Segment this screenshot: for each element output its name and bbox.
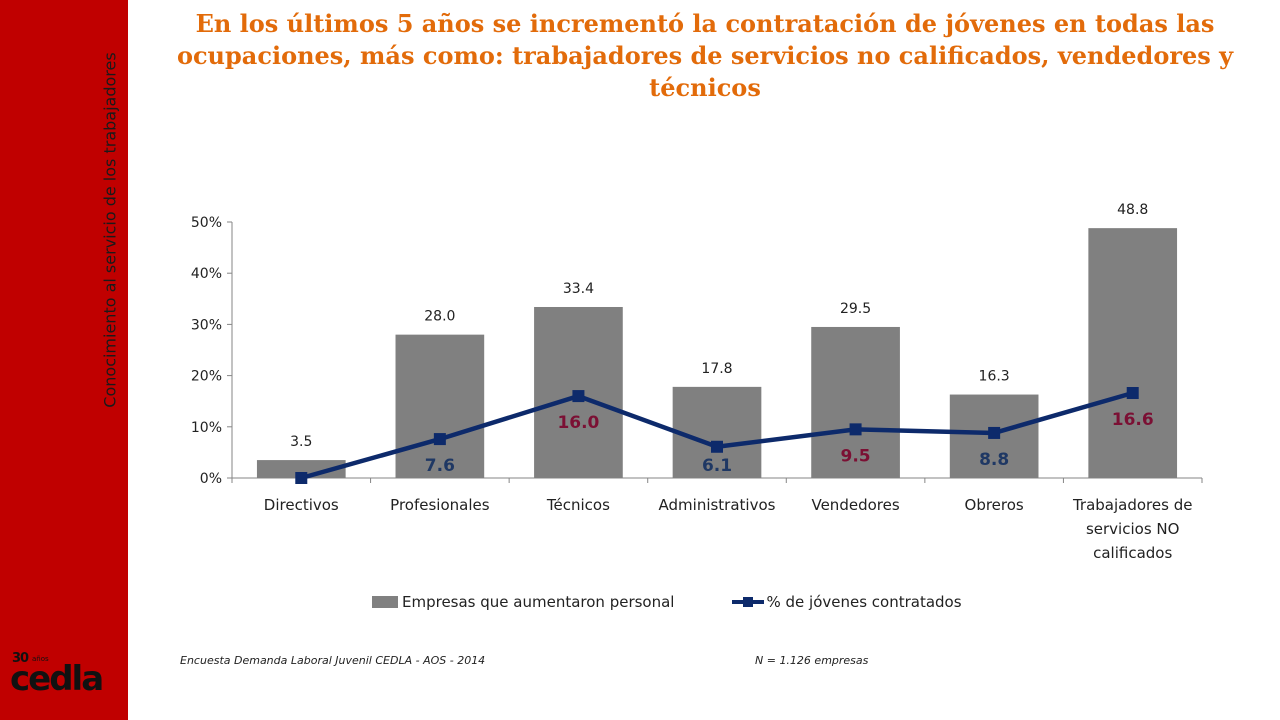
legend-line-swatch [732, 597, 765, 607]
bar-value-label: 16.3 [979, 369, 1010, 385]
line-point [572, 390, 585, 403]
x-category-label: Directivos [264, 496, 339, 514]
line-point [849, 423, 862, 436]
y-tick-label: 50% [191, 215, 222, 231]
line-value-label: 16.0 [557, 413, 599, 433]
legend-item-line: % de jóvenes contratados [732, 592, 962, 612]
bar [811, 326, 900, 478]
line-point [1126, 387, 1139, 400]
chart-legend: Empresas que aumentaron personal % de jó… [372, 592, 1020, 612]
slide-title: En los últimos 5 años se incrementó la c… [176, 9, 1234, 102]
sample-size-note: N = 1.126 empresas [755, 654, 869, 667]
y-tick-label: 20% [191, 369, 222, 385]
bar-value-label: 17.8 [701, 361, 732, 377]
bar-line-chart: 0% 10% 20% 30% 40% 50% 3.5 28.0 33.4 17.8 29.5 16.3… [191, 202, 1203, 562]
x-category-label: Profesionales [390, 496, 490, 514]
x-category-label: Trabajadores de servicios NO calificados [1072, 496, 1193, 562]
bar [672, 386, 762, 478]
line-point [711, 440, 723, 453]
y-tick-label: 40% [191, 266, 222, 282]
x-category-label: Vendedores [811, 496, 899, 514]
bar [395, 334, 485, 478]
sidebar: Conocimiento al servicio de los trabajad… [0, 0, 128, 720]
sidebar-tagline: Conocimiento al servicio de los trabajad… [100, 52, 120, 408]
legend-item-bars: Empresas que aumentaron personal [372, 593, 674, 611]
line-point [988, 426, 1001, 439]
line-point [433, 433, 446, 446]
legend-line-label: % de jóvenes contratados [766, 593, 962, 611]
line-value-label: 16.6 [1112, 410, 1154, 430]
bar-value-label: 29.5 [840, 301, 871, 317]
bar-value-label: 3.5 [290, 434, 312, 450]
cedla-logo: 30 años cedla [10, 651, 104, 699]
y-tick-label: 0% [200, 471, 222, 487]
source-note: Encuesta Demanda Laboral Juvenil CEDLA -… [180, 654, 486, 667]
y-tick-label: 30% [191, 317, 222, 333]
bar-value-label: 28.0 [424, 309, 455, 325]
bar-value-label: 33.4 [563, 281, 594, 297]
y-tick-label: 10% [191, 420, 222, 436]
line-value-label: 8.8 [979, 450, 1009, 470]
line-value-label: 9.5 [841, 446, 871, 466]
line-value-label: 7.6 [425, 456, 455, 476]
bar [1088, 228, 1178, 478]
x-category-label: Administrativos [659, 496, 776, 514]
x-category-label: Técnicos [546, 496, 610, 514]
legend-bar-swatch [372, 596, 398, 608]
x-category-label: Obreros [965, 496, 1024, 514]
line-value-label: 6.1 [702, 456, 732, 476]
line-point [295, 472, 308, 484]
bar-value-label: 48.8 [1117, 202, 1148, 218]
legend-bar-label: Empresas que aumentaron personal [402, 593, 675, 611]
